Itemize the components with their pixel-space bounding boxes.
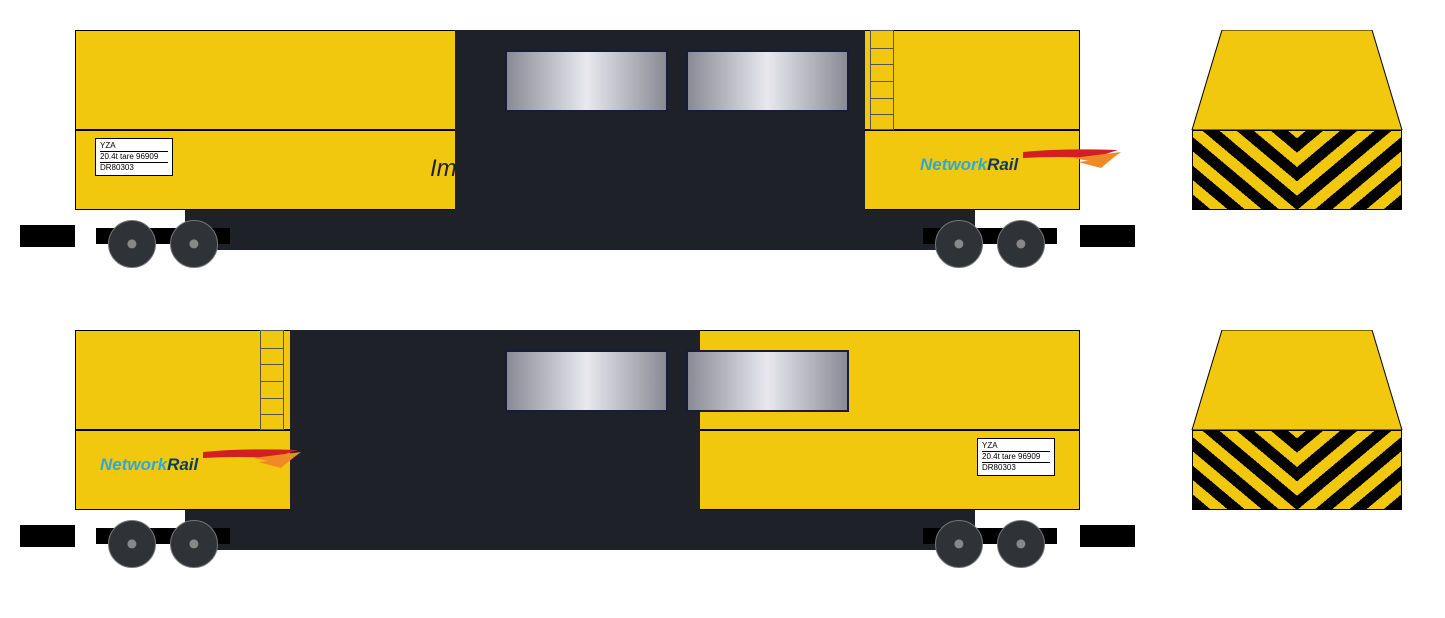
networkrail-logo-a: NetworkRail	[920, 148, 1133, 175]
coupler-left-b	[20, 525, 75, 547]
logo-text-rail-a: Rail	[987, 155, 1018, 174]
wheel-b2	[170, 520, 218, 568]
end-top-shape-a	[1182, 30, 1412, 130]
window-b1	[505, 350, 668, 412]
wheel-a4	[997, 220, 1045, 268]
window-b2	[686, 350, 849, 412]
logo-swoosh-icon	[203, 448, 313, 470]
wheel-a1	[108, 220, 156, 268]
wheel-b1	[108, 520, 156, 568]
wheel-a2	[170, 220, 218, 268]
panel-line1-a: YZA	[100, 141, 168, 152]
logo-text-network-a: Network	[920, 155, 987, 174]
networkrail-logo-b: NetworkRail	[100, 448, 313, 475]
hazard-right-a	[1297, 131, 1401, 209]
logo-text-rail-b: Rail	[167, 455, 198, 474]
coupler-left-a	[20, 225, 75, 247]
coupler-right-a	[1080, 225, 1135, 247]
data-panel-a: YZA 20.4t tare 96909 DR80303	[95, 138, 173, 176]
slogan-a: Improving Your Railway	[430, 155, 682, 183]
hazard-left-a	[1193, 131, 1297, 209]
hazard-panel-a	[1192, 130, 1402, 210]
panel-line3-a: DR80303	[100, 163, 168, 173]
panel-line2-a: 20.4t tare 96909	[100, 152, 168, 163]
window-a1	[505, 50, 668, 112]
access-steps-a	[870, 30, 894, 130]
panel-line3-b: DR80303	[982, 463, 1050, 473]
underframe-b	[185, 510, 975, 550]
coupler-right-b	[1080, 525, 1135, 547]
wheel-a3	[935, 220, 983, 268]
hazard-panel-b	[1192, 430, 1402, 510]
wheel-b4	[997, 520, 1045, 568]
slogan-b: Improving Your Railway	[430, 455, 682, 483]
access-steps-b	[260, 330, 284, 430]
panel-line2-b: 20.4t tare 96909	[982, 452, 1050, 463]
end-top-shape-b	[1182, 330, 1412, 430]
wheel-b3	[935, 520, 983, 568]
logo-text-network-b: Network	[100, 455, 167, 474]
data-panel-b: YZA 20.4t tare 96909 DR80303	[977, 438, 1055, 476]
window-a2	[686, 50, 849, 112]
panel-line1-b: YZA	[982, 441, 1050, 452]
underframe-a	[185, 210, 975, 250]
hazard-right-b	[1297, 431, 1401, 509]
hazard-left-b	[1193, 431, 1297, 509]
logo-swoosh-icon	[1023, 148, 1133, 170]
